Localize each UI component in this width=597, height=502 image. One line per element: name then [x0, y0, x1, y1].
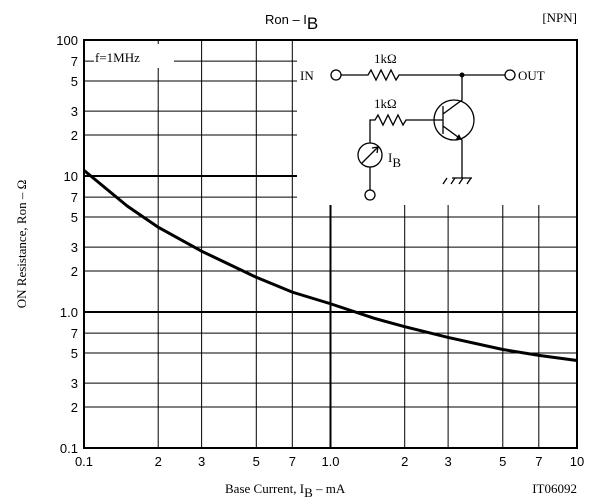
x-tick-label: 5: [499, 454, 506, 469]
x-tick-label: 3: [444, 454, 451, 469]
y-tick-label: 2: [71, 400, 78, 415]
y-tick-label: 10: [64, 169, 78, 184]
x-tick-label: 5: [253, 454, 260, 469]
x-tick-label: 0.1: [75, 454, 93, 469]
curve: [83, 169, 578, 362]
y-tick-label: 7: [71, 190, 78, 205]
plot-frame: [83, 39, 578, 449]
y-tick-label: 7: [71, 54, 78, 69]
y-axis-label: ON Resistance, Ron – Ω: [14, 180, 29, 308]
x-axis-label: Base Current, IB – mA: [225, 481, 346, 500]
circuit-in: IN: [300, 68, 314, 83]
x-tick-label: 7: [535, 454, 542, 469]
x-tick-label: 7: [289, 454, 296, 469]
y-tick-label: 100: [56, 33, 78, 48]
x-tick-label: 10: [570, 454, 584, 469]
y-tick-label: 1.0: [60, 305, 78, 320]
x-tick-label: 2: [155, 454, 162, 469]
circuit: [330, 68, 516, 201]
y-tick-label: 2: [71, 128, 78, 143]
x-tick-label: 3: [198, 454, 205, 469]
tag: [NPN]: [542, 10, 577, 25]
y-tick-label: 3: [71, 104, 78, 119]
x-tick-label: 2: [401, 454, 408, 469]
resistor-label: 1kΩ: [374, 51, 397, 66]
y-tick-label: 7: [71, 326, 78, 341]
resistor-label: 1kΩ: [374, 96, 397, 111]
chart-title: Ron – IB: [265, 12, 318, 33]
y-tick-label: 5: [71, 74, 78, 89]
y-tick-label: 3: [71, 240, 78, 255]
circuit-out: OUT: [518, 68, 545, 83]
note: f=1MHz: [95, 50, 140, 65]
figure-id: IT06092: [532, 481, 577, 496]
meter-label: IB: [388, 150, 401, 170]
y-tick-label: 2: [71, 264, 78, 279]
y-tick-label: 5: [71, 210, 78, 225]
y-tick-label: 5: [71, 346, 78, 361]
junction: [459, 72, 465, 78]
note-background: [94, 44, 174, 68]
inset-background: [297, 41, 576, 205]
y-tick-label: 3: [71, 376, 78, 391]
emitter-arrow: [456, 134, 462, 140]
y-tick-label: 0.1: [60, 441, 78, 456]
x-tick-label: 1.0: [321, 454, 339, 469]
